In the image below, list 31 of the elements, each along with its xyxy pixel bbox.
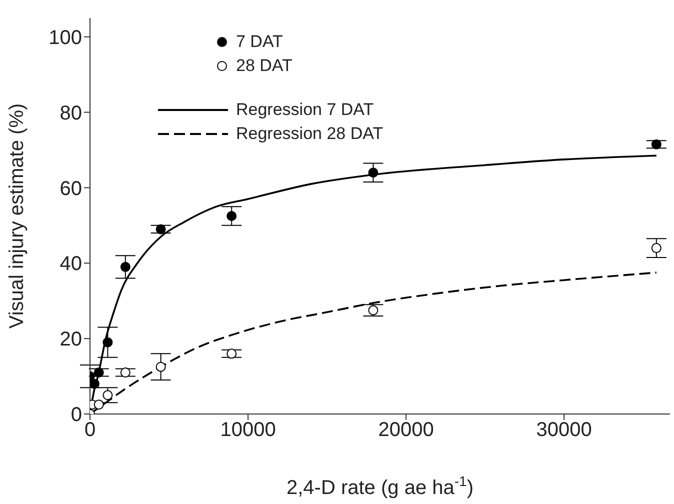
point xyxy=(156,362,166,372)
legend-label: Regression 7 DAT xyxy=(236,100,374,120)
point xyxy=(226,211,237,221)
y-tick-label: 80 xyxy=(60,102,82,124)
point xyxy=(156,224,166,234)
y-tick-label: 40 xyxy=(60,253,82,276)
x-tick-label: 0 xyxy=(84,419,96,442)
point xyxy=(368,168,378,178)
legend-label: 7 DAT xyxy=(236,32,283,52)
y-tick-label: 100 xyxy=(48,26,82,49)
x-tick-label: 20000 xyxy=(378,419,434,442)
point xyxy=(102,390,113,400)
legend-label: Regression 28 DAT xyxy=(236,124,384,144)
point xyxy=(102,337,113,348)
point xyxy=(651,243,662,254)
point xyxy=(94,368,104,378)
point xyxy=(226,348,237,359)
y-axis-title: Visual injury estimate (%) xyxy=(6,103,28,329)
point xyxy=(90,378,100,389)
x-tick-label: 10000 xyxy=(220,419,276,442)
x-tick-label: 30000 xyxy=(536,419,592,442)
x-axis-title: 2,4-D rate (g ae ha$^{-1}$) xyxy=(286,473,474,499)
y-tick-label: 60 xyxy=(60,178,82,200)
y-tick-label: 0 xyxy=(70,404,82,426)
point xyxy=(651,139,662,150)
point xyxy=(120,368,130,378)
y-tick-label: 20 xyxy=(60,328,82,351)
point xyxy=(368,305,378,316)
legend-label: 28 DAT xyxy=(236,56,292,76)
point xyxy=(120,262,130,272)
point xyxy=(94,400,104,410)
